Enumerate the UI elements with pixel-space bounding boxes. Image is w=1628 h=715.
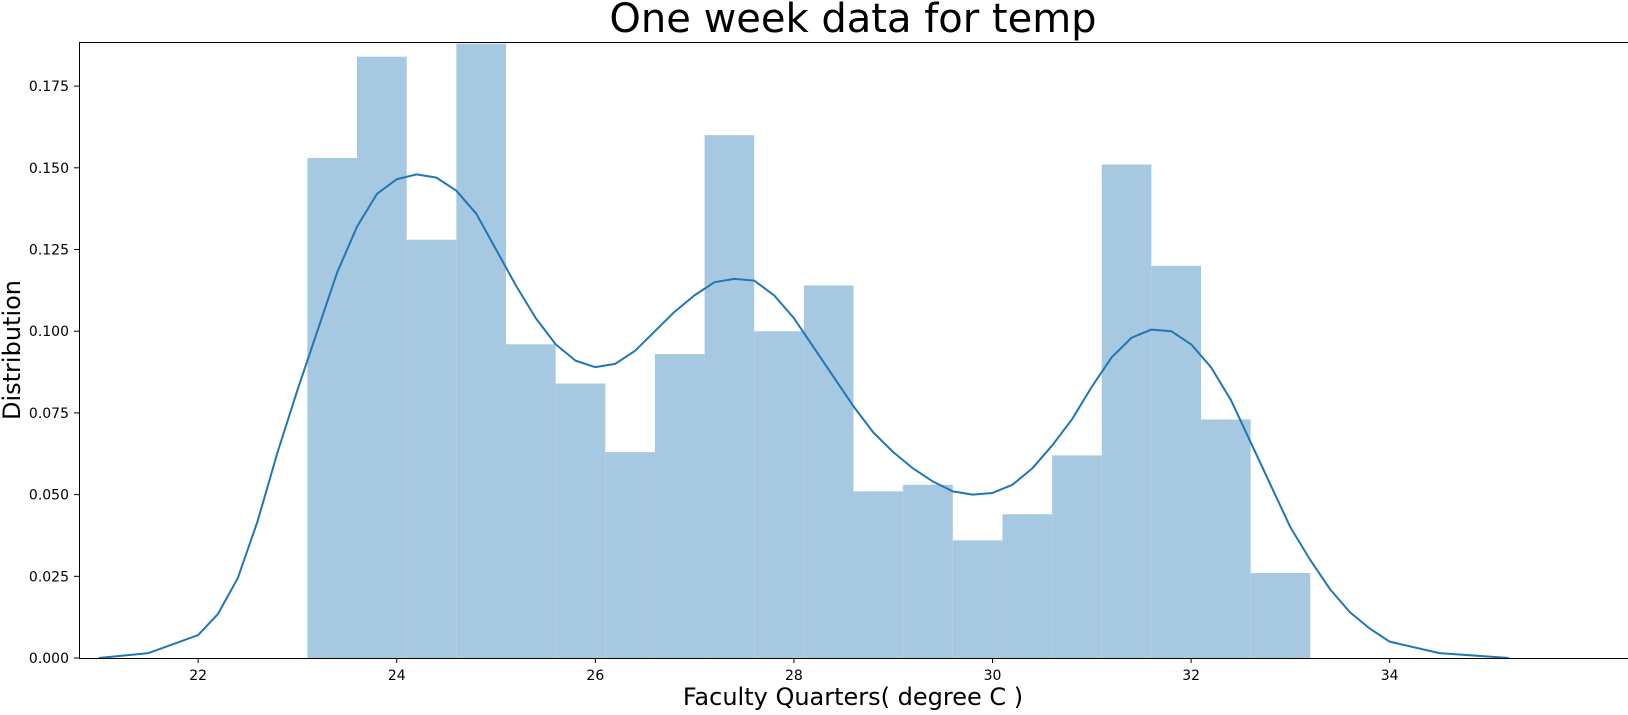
y-tick-label: 0.000	[29, 651, 69, 667]
x-axis: 22 24 26 28 30 32 34	[189, 658, 1398, 684]
histogram-bar	[357, 57, 407, 658]
x-tick-label: 34	[1381, 668, 1399, 684]
histogram-bars	[307, 44, 1310, 658]
histogram-bar	[953, 540, 1003, 658]
x-tick-label: 26	[586, 668, 604, 684]
y-tick-label: 0.175	[29, 79, 69, 95]
histogram-bar	[556, 383, 606, 658]
histogram-bar	[854, 491, 904, 658]
histogram-bar	[1251, 573, 1311, 658]
x-tick-label: 28	[785, 668, 803, 684]
histogram-bar	[1002, 514, 1052, 658]
y-tick-label: 0.125	[29, 243, 69, 259]
histogram-bar	[903, 485, 953, 658]
y-tick-label: 0.075	[29, 406, 69, 422]
histogram-bar	[1151, 266, 1201, 658]
chart-title: One week data for temp	[609, 0, 1096, 42]
x-tick-label: 30	[984, 668, 1002, 684]
x-axis-label: Faculty Quarters( degree C )	[683, 683, 1023, 711]
y-tick-label: 0.025	[29, 569, 69, 585]
histogram-bar	[804, 285, 854, 658]
x-tick-label: 32	[1182, 668, 1200, 684]
histogram-bar	[1201, 419, 1251, 658]
histogram-bar	[655, 354, 705, 658]
histogram-bar	[456, 44, 506, 658]
histogram-bar	[307, 158, 357, 658]
y-tick-label: 0.050	[29, 488, 69, 504]
x-tick-label: 22	[189, 668, 207, 684]
histogram-bar	[407, 240, 457, 658]
histogram-bar	[1102, 165, 1152, 658]
y-tick-label: 0.100	[29, 324, 69, 340]
histogram-bar	[506, 344, 556, 658]
y-axis-label: Distribution	[0, 280, 26, 420]
x-tick-label: 24	[388, 668, 406, 684]
histogram-bar	[605, 452, 655, 658]
histogram-bar	[754, 331, 804, 658]
y-tick-label: 0.150	[29, 161, 69, 177]
histogram-bar	[1052, 455, 1102, 658]
histogram-bar	[705, 135, 755, 658]
y-axis: 0.000 0.025 0.050 0.075 0.100 0.125 0.150 0.175	[29, 79, 79, 667]
